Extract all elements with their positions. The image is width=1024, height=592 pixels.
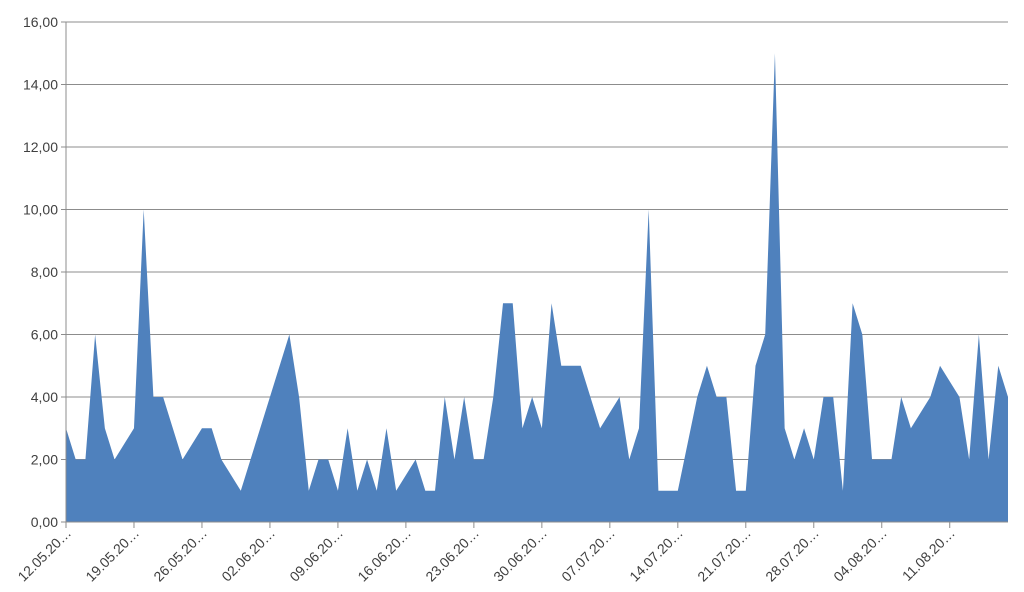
x-tick-label: 14.07.20… [626, 525, 686, 585]
x-tick-label: 21.07.20… [694, 525, 754, 585]
x-tick-label: 09.06.20… [286, 525, 346, 585]
x-axis-labels: 12.05.20… 19.05.20… 26.05.20… 02.06.20… 09.0… [14, 525, 957, 585]
axes [61, 21, 1008, 528]
x-tick-label: 16.06.20… [354, 525, 414, 585]
y-axis-labels: 0,00 2,00 4,00 6,00 8,00 10,00 12,00 14,00 16,00 [23, 14, 58, 530]
x-tick-label: 04.08.20… [830, 525, 890, 585]
y-tick-label: 2,00 [31, 452, 58, 468]
y-tick-label: 0,00 [31, 514, 58, 530]
x-tick-label: 28.07.20… [762, 525, 822, 585]
series-area [66, 53, 1008, 522]
y-tick-label: 8,00 [31, 264, 58, 280]
gridlines [66, 21, 1008, 460]
x-tick-label: 07.07.20… [558, 525, 618, 585]
x-tick-label: 19.05.20… [82, 525, 142, 585]
x-tick-label: 11.08.20… [899, 525, 958, 584]
y-tick-label: 14,00 [23, 77, 58, 93]
y-tick-label: 6,00 [31, 327, 58, 343]
y-tick-label: 4,00 [31, 389, 58, 405]
x-tick-label: 02.06.20… [218, 525, 278, 585]
x-tick-label: 23.06.20… [422, 525, 482, 585]
y-tick-label: 10,00 [23, 202, 58, 218]
x-tick-label: 30.06.20… [490, 525, 550, 585]
x-tick-label: 12.05.20… [14, 525, 74, 585]
x-tick-label: 26.05.20… [150, 525, 210, 585]
y-tick-label: 12,00 [23, 139, 58, 155]
y-tick-label: 16,00 [23, 14, 58, 30]
